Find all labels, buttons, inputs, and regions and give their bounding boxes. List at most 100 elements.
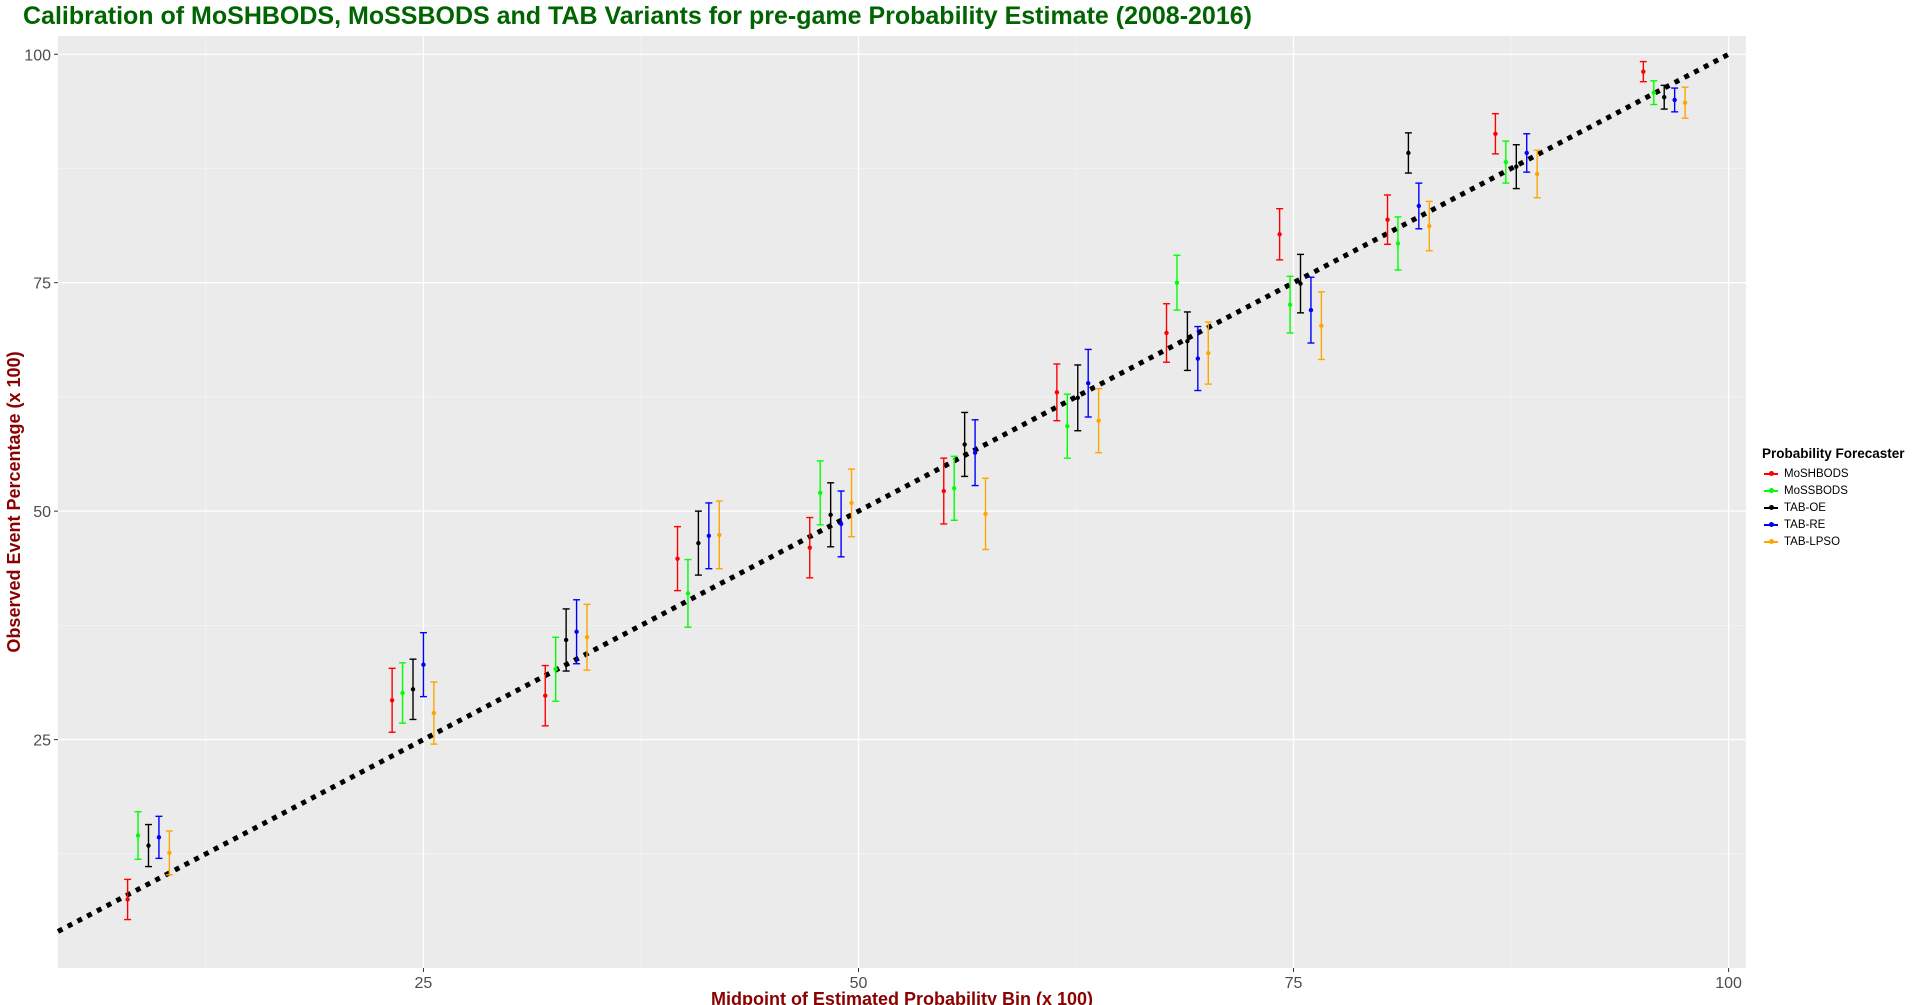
chart-title: Calibration of MoSHBODS, MoSSBODS and TA… [23,2,1252,30]
legend-item-tab-re: TAB-RE [1762,516,1905,533]
legend-item-mossbods: MoSSBODS [1762,482,1905,499]
data-point [421,662,426,667]
data-point [1427,223,1432,229]
data-point [1534,171,1540,177]
legend-label: TAB-RE [1784,518,1826,531]
x-tick-label: 100 [1715,975,1742,992]
data-point [167,850,172,856]
data-point [1416,203,1422,209]
data-point [1319,323,1324,328]
data-point [135,833,141,838]
data-point [972,450,978,455]
data-point [1206,350,1211,356]
data-point [543,693,548,698]
series-tab-oe [144,84,1668,868]
data-point [1195,356,1201,361]
x-tick-label: 50 [850,975,868,992]
x-axis-title: Midpoint of Estimated Probability Bin (x… [711,989,1093,1005]
legend-key [1762,465,1780,482]
data-point [1287,302,1293,307]
data-point [431,710,437,716]
data-point [1174,280,1180,285]
data-point [1406,150,1411,156]
data-point [675,556,680,561]
data-point [1493,131,1498,136]
x-axis-ticks: 25 50 75 100 [415,968,1742,992]
data-point [553,667,558,672]
data-point [1385,217,1390,222]
data-point [941,488,946,494]
data-point [1662,95,1667,100]
data-point [838,521,844,527]
data-point [1164,330,1169,336]
legend-label: TAB-LPSO [1784,535,1841,548]
data-point [1086,381,1091,386]
legend-items: MoSHBODS MoSSBODS TAB-OE TAB-RE TAB-LPSO [1762,465,1905,550]
y-axis-title: Observed Event Percentage (x 100) [4,351,24,652]
data-point [389,698,395,703]
legend-label: MoSHBODS [1784,467,1849,480]
minor-gridlines [58,36,1746,968]
data-point [717,532,722,538]
y-tick-label: 100 [24,47,51,64]
data-point [706,533,712,539]
series-marks [124,60,1689,921]
data-point [1672,97,1677,103]
data-point [1682,100,1688,105]
data-point [1503,159,1509,165]
major-gridlines [58,36,1746,968]
data-point [1298,281,1303,286]
x-tick-label: 25 [415,975,433,992]
data-point [125,897,130,902]
legend-key [1762,482,1780,499]
data-point [1524,150,1529,156]
series-tab-re [155,87,1679,860]
data-point [807,545,812,550]
data-point [1277,232,1282,237]
series-tab-lpso [165,86,1689,876]
data-point [1096,418,1101,423]
data-point [1651,90,1656,95]
data-point [983,511,988,517]
legend-key [1762,499,1780,516]
legend: Probability Forecaster MoSHBODS MoSSBODS T… [1762,446,1905,550]
data-point [1308,307,1314,313]
y-axis-ticks: 25 50 75 100 [24,47,58,750]
data-point [146,843,151,848]
legend-label: MoSSBODS [1784,484,1848,497]
legend-item-tab-lpso: TAB-LPSO [1762,533,1905,550]
data-point [410,687,416,692]
data-point [818,490,823,496]
legend-key [1762,516,1780,533]
data-point [563,637,569,643]
legend-key [1762,533,1780,550]
plot-panel [58,36,1746,968]
series-moshbods [124,60,1647,921]
y-tick-label: 25 [33,733,51,750]
data-point [156,835,162,840]
data-point [1395,241,1401,246]
legend-title: Probability Forecaster [1762,446,1905,461]
data-point [849,500,854,506]
data-point [400,690,405,696]
legend-label: TAB-OE [1784,501,1826,514]
data-point [828,512,833,517]
data-point [574,629,579,634]
data-point [696,540,701,546]
calibration-chart: 25 50 75 100 25 50 75 100 Midpoint of Estimate… [4,36,1746,1005]
data-point [1054,390,1060,395]
data-point [1065,423,1070,429]
data-point [584,635,590,640]
legend-item-tab-oe: TAB-OE [1762,499,1905,516]
data-point [962,442,967,447]
data-point [685,591,691,596]
data-point [1075,395,1080,401]
data-point [1185,338,1190,344]
y-tick-label: 50 [33,504,51,521]
x-tick-label: 75 [1285,975,1303,992]
legend-item-moshbods: MoSHBODS [1762,465,1905,482]
data-point [1641,69,1646,74]
data-point [1514,164,1519,169]
series-mossbods [134,80,1658,860]
data-point [952,486,957,491]
